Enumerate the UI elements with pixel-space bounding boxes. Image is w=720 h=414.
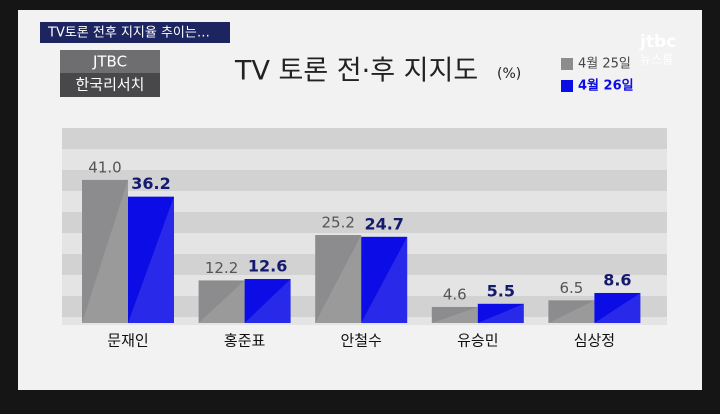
logo-top: jtbc — [639, 32, 676, 52]
unit: (%) — [497, 66, 521, 82]
value-label: 25.2 — [321, 214, 354, 232]
bar — [128, 196, 174, 323]
value-label: 4.6 — [443, 285, 467, 303]
legend-swatch — [561, 58, 573, 70]
chart-title: TV 토론 전·후 지지도 — [234, 56, 478, 87]
bar — [198, 280, 245, 323]
stripe — [62, 128, 667, 149]
value-label: 8.6 — [603, 270, 631, 289]
banner-box — [40, 22, 230, 43]
source-bottom: 한국리서치 — [75, 76, 144, 94]
value-label: 6.5 — [559, 279, 583, 297]
x-tick-label: 안철수 — [340, 332, 381, 350]
bar-shade — [82, 179, 128, 323]
bar — [431, 306, 478, 323]
legend-swatch — [561, 80, 573, 92]
value-label: 12.6 — [248, 257, 287, 276]
bar — [82, 179, 128, 323]
bar-shade — [244, 279, 291, 323]
stripe — [62, 191, 667, 212]
x-tick-label: 문재인 — [107, 332, 148, 350]
x-tick-label: 유승민 — [457, 332, 498, 350]
bar — [361, 236, 408, 323]
bar-shade — [361, 236, 408, 323]
legend-label: 4월 25일 — [578, 57, 631, 72]
value-label: 24.7 — [364, 214, 403, 233]
bar-shade — [128, 196, 174, 323]
bar-shade — [431, 306, 478, 323]
bar-shade — [198, 280, 245, 323]
value-label: 5.5 — [487, 281, 515, 300]
x-tick-label: 홍준표 — [224, 332, 266, 350]
value-label: 41.0 — [88, 158, 121, 176]
source-top: JTBC — [92, 53, 127, 71]
banner: TV토론 전후 지지율 추이는… — [47, 26, 210, 41]
bar — [548, 300, 595, 323]
x-tick-label: 심상정 — [574, 332, 615, 350]
stripe — [62, 170, 667, 191]
bar-shade — [548, 300, 595, 323]
source-box — [60, 73, 160, 97]
value-label: 36.2 — [131, 174, 170, 193]
bar — [244, 279, 291, 323]
bar-shade — [477, 303, 524, 323]
bar-shade — [594, 292, 641, 323]
logo-bottom: 뉴스룸 — [640, 53, 673, 67]
value-label: 12.2 — [205, 259, 238, 277]
bar — [594, 292, 641, 323]
bar — [315, 235, 362, 323]
source-box — [60, 50, 160, 73]
bar-shade — [315, 235, 362, 323]
legend-label: 4월 26일 — [578, 78, 634, 94]
stripe — [62, 212, 667, 233]
stripe — [62, 149, 667, 170]
bar — [477, 303, 524, 323]
